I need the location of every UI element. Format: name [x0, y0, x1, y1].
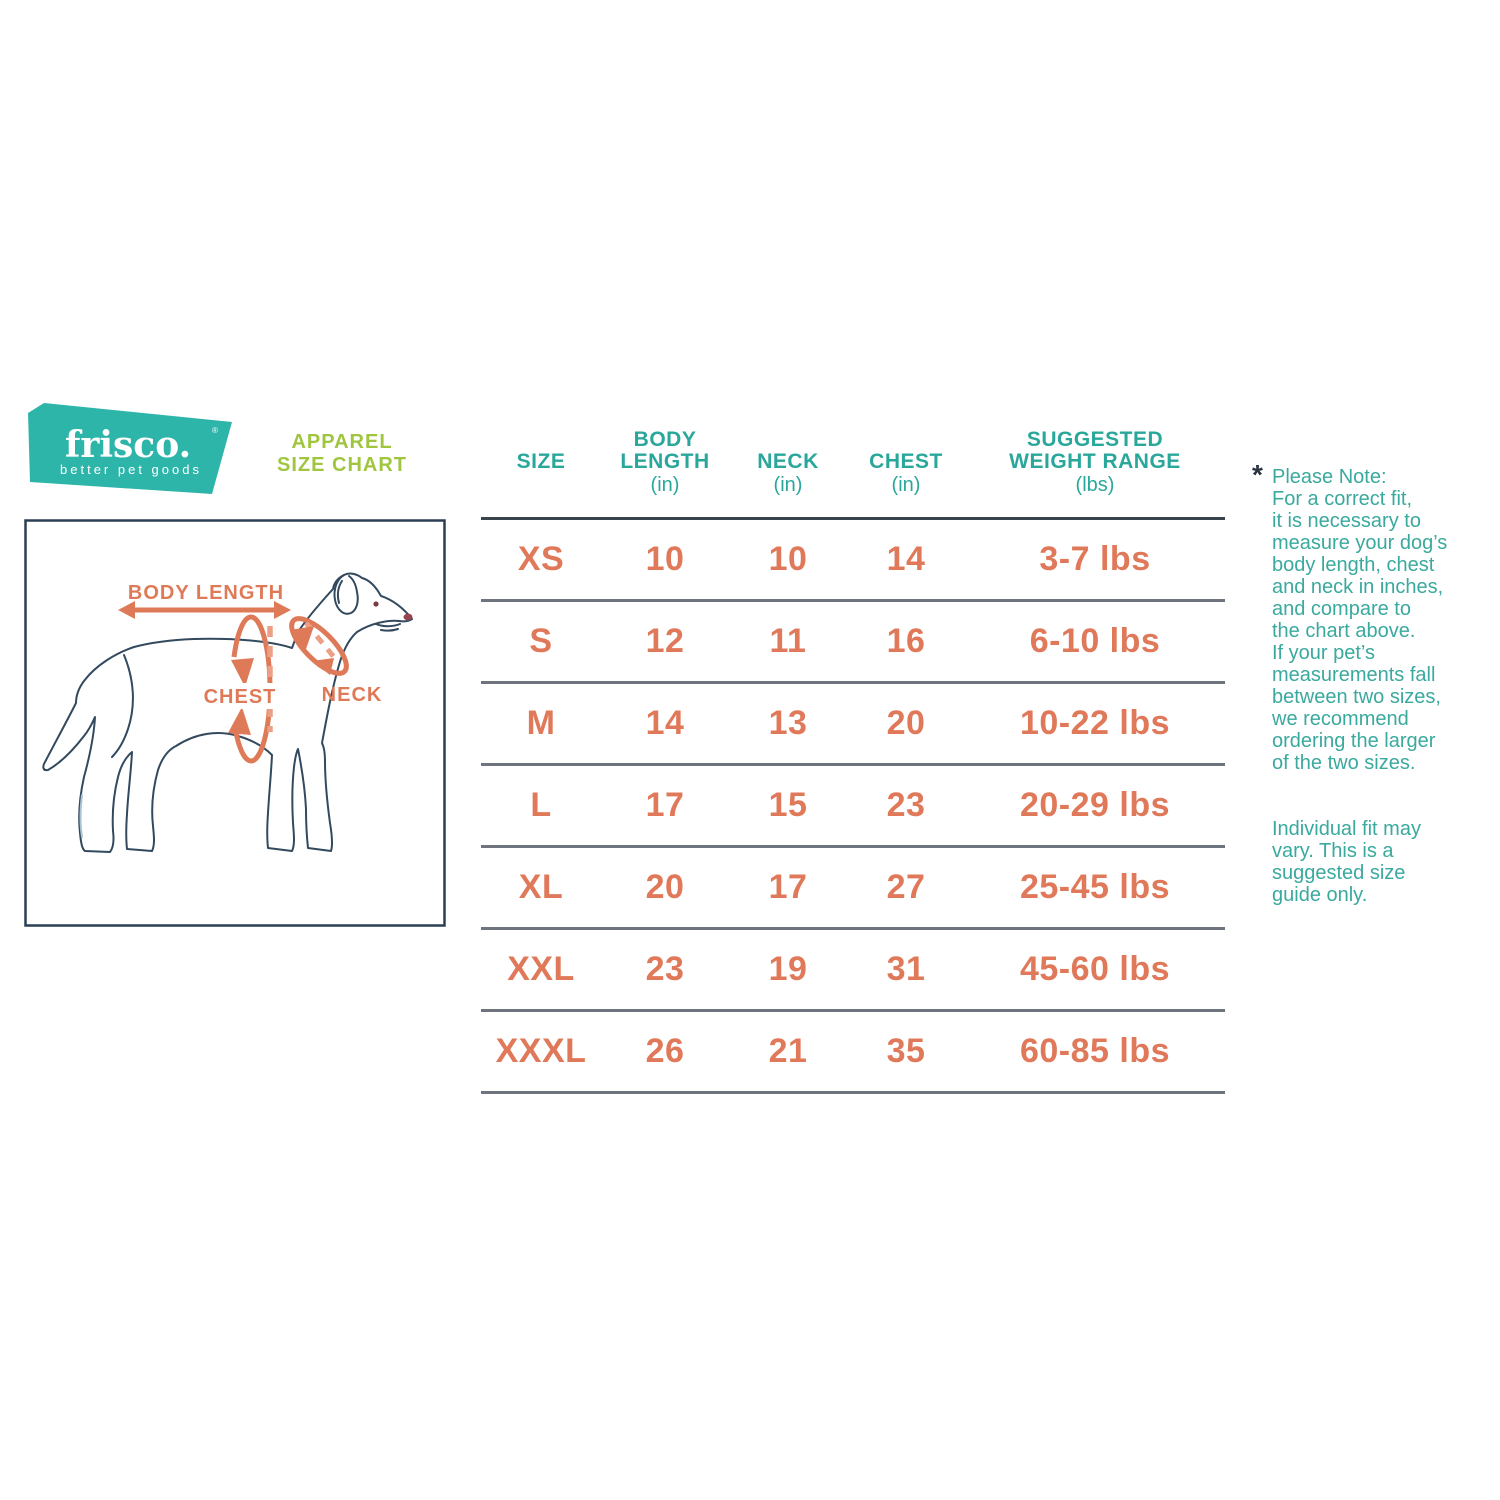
header-line2: CHEST: [869, 450, 943, 473]
chest-cell: 14: [886, 539, 926, 578]
table-row: XXL 23 19 31 45-60 lbs: [481, 930, 1225, 1012]
table-row: XXXL 26 21 35 60-85 lbs: [481, 1012, 1225, 1094]
weight-range-cell: 6-10 lbs: [1029, 621, 1161, 660]
neck-arrowhead-up: [312, 658, 334, 675]
size-cell: M: [526, 703, 556, 742]
body-length-cell: 12: [645, 621, 685, 660]
weight-range-cell: 20-29 lbs: [1019, 785, 1171, 824]
dog-body-outline: [42, 572, 413, 853]
size-cell: XXL: [507, 949, 575, 988]
chest-arrowhead-down: [231, 658, 254, 687]
dog-chin-line: [380, 628, 399, 632]
dog-eye: [373, 601, 379, 607]
page-title: APPAREL SIZE CHART: [252, 431, 432, 477]
frisco-logo-badge: frisco. ® better pet goods: [28, 403, 232, 494]
note-asterisk: *: [1252, 459, 1263, 490]
chest-cell: 16: [886, 621, 926, 660]
neck-cell: 15: [768, 785, 808, 824]
dog-nose: [403, 613, 413, 621]
size-cell: L: [530, 785, 552, 824]
logo-banner-shape: [28, 403, 232, 494]
dog-ear-inner-line: [337, 580, 343, 604]
weight-range-cell: 3-7 lbs: [1039, 539, 1151, 578]
header-separator-line: [481, 517, 1225, 520]
logo-brand-text: frisco.: [65, 424, 191, 466]
neck-label: NECK: [322, 684, 383, 706]
header-line2: LENGTH: [620, 450, 710, 473]
neck-cell: 21: [768, 1031, 808, 1070]
neck-cell: 13: [768, 703, 808, 742]
page-title-line2: SIZE CHART: [277, 454, 407, 476]
table-row: M 14 13 20 10-22 lbs: [481, 684, 1225, 766]
note-paragraph-disclaimer: Individual fit may vary. This is a sugge…: [1272, 818, 1421, 906]
body-length-cell: 26: [645, 1031, 685, 1070]
body-length-cell: 17: [645, 785, 685, 824]
body-length-cell: 23: [645, 949, 685, 988]
note-paragraph-fit-instructions: Please Note: For a correct fit, it is ne…: [1272, 466, 1448, 774]
dog-haunch-line: [111, 654, 134, 758]
dog-measurement-diagram: BODY LENGTH CHEST NECK: [24, 519, 446, 927]
header-unit: (in): [891, 474, 921, 496]
body-length-cell: 14: [645, 703, 685, 742]
measurement-annotations: BODY LENGTH CHEST NECK: [118, 582, 383, 764]
body-length-arrowhead-right: [274, 601, 291, 619]
dog-mouth-line: [375, 623, 401, 628]
header-unit: (in): [650, 474, 680, 496]
chest-cell: 20: [886, 703, 926, 742]
page-title-line1: APPAREL: [291, 431, 393, 453]
table-row: XS 10 10 14 3-7 lbs: [481, 520, 1225, 602]
table-row: XL 20 17 27 25-45 lbs: [481, 848, 1225, 930]
column-header-body-length: BODY LENGTH (in): [601, 427, 729, 497]
neck-ring: [289, 616, 349, 676]
chest-ring-upper-left-arc: [231, 614, 252, 658]
neck-arrowhead-down: [290, 626, 314, 652]
size-cell: XS: [517, 539, 565, 578]
header-line1: SUGGESTED: [1026, 428, 1164, 451]
header-unit: (lbs): [1075, 474, 1115, 496]
neck-cell: 11: [769, 621, 807, 660]
header-line2: WEIGHT RANGE: [1009, 450, 1181, 473]
chest-label-backdrop: [207, 683, 273, 709]
neck-cell: 19: [768, 949, 808, 988]
size-cell: XL: [518, 867, 564, 906]
body-length-cell: 20: [645, 867, 685, 906]
column-header-size: SIZE: [481, 427, 601, 497]
size-table-header: SIZE BODY LENGTH (in) NECK (in) CHEST (i…: [481, 427, 1225, 497]
column-header-neck: NECK (in): [729, 427, 847, 497]
chest-cell: 31: [886, 949, 926, 988]
chest-cell: 23: [886, 785, 926, 824]
header-unit: (in): [773, 474, 803, 496]
body-length-label: BODY LENGTH: [128, 582, 284, 604]
header-line2: SIZE: [516, 450, 566, 473]
diagram-border: [24, 519, 446, 927]
header-line1: BODY: [633, 428, 697, 451]
weight-range-cell: 25-45 lbs: [1019, 867, 1171, 906]
logo-registered-mark: ®: [212, 426, 218, 435]
chest-arrowhead-up: [228, 707, 251, 735]
table-row: S 12 11 16 6-10 lbs: [481, 602, 1225, 684]
size-table-body: XS 10 10 14 3-7 lbs S 12 11 16 6-10 lbs …: [481, 520, 1225, 1094]
dog-illustration: [42, 572, 413, 853]
column-header-weight-range: SUGGESTED WEIGHT RANGE (lbs): [965, 427, 1225, 497]
chest-cell: 35: [886, 1031, 926, 1070]
size-cell: XXXL: [495, 1031, 587, 1070]
dog-ear: [333, 574, 359, 615]
header-line2: NECK: [757, 450, 819, 473]
body-length-arrowhead-left: [118, 601, 135, 619]
table-row: L 17 15 23 20-29 lbs: [481, 766, 1225, 848]
logo-tagline: better pet goods: [60, 462, 202, 477]
column-header-chest: CHEST (in): [847, 427, 965, 497]
chest-label: CHEST: [204, 686, 277, 708]
weight-range-cell: 60-85 lbs: [1019, 1031, 1171, 1070]
neck-cell: 10: [768, 539, 808, 578]
body-length-cell: 10: [645, 539, 685, 578]
chest-cell: 27: [886, 867, 926, 906]
neck-cell: 17: [768, 867, 808, 906]
weight-range-cell: 10-22 lbs: [1019, 703, 1171, 742]
size-cell: S: [529, 621, 553, 660]
dog-leg-accent-line: [79, 794, 83, 838]
weight-range-cell: 45-60 lbs: [1019, 949, 1171, 988]
